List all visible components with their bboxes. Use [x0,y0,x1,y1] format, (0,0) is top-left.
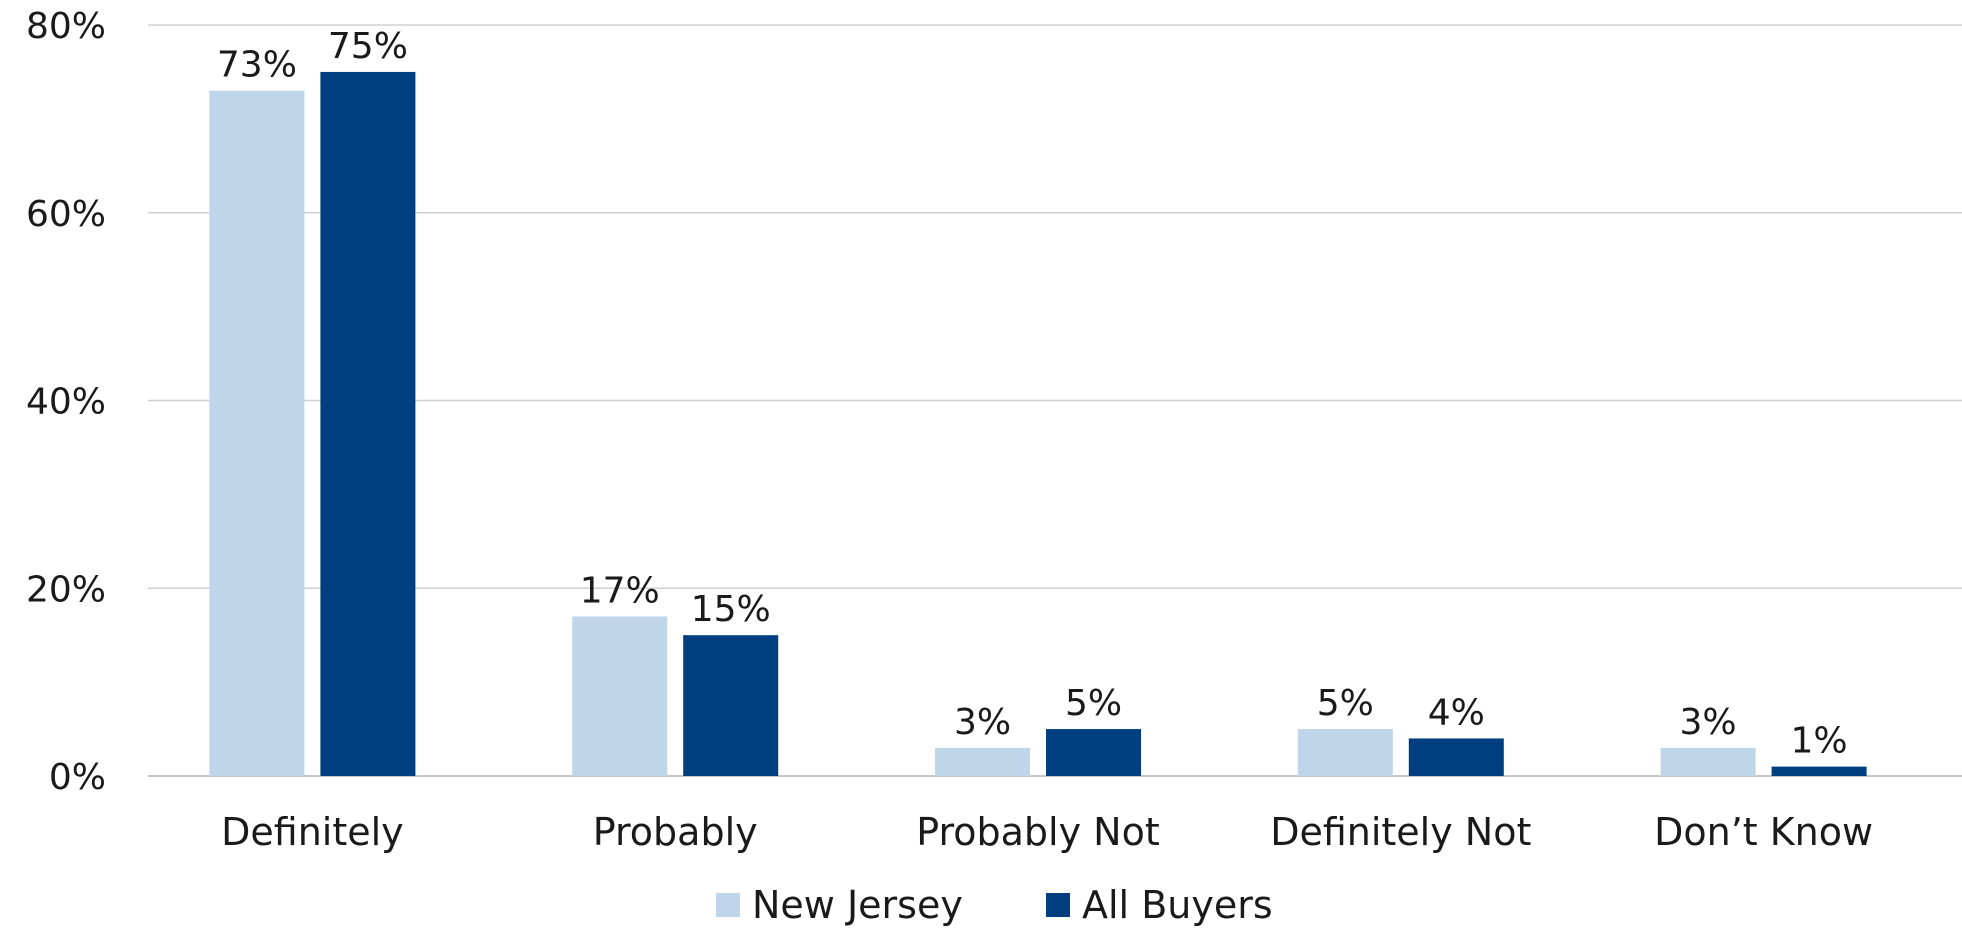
bar-all-buyers [320,71,416,776]
gridlines [148,24,1962,777]
bars [209,71,1867,776]
data-label: 3% [954,702,1011,743]
category-label: Don’t Know [1654,810,1873,854]
category-label: Definitely [221,810,404,854]
data-label: 15% [691,589,771,630]
legend-label: All Buyers [1082,883,1273,927]
bar-new-jersey [209,90,305,776]
y-axis-ticks: 0% 20% 40% 60% 80% [26,6,106,798]
x-axis-categories: Definitely Probably Probably Not Definitely… [221,810,1873,854]
bar-new-jersey [572,616,668,776]
y-tick-label: 40% [26,382,106,423]
y-tick-label: 20% [26,569,106,610]
y-tick-label: 60% [26,194,106,235]
data-label: 75% [328,26,408,67]
bar-new-jersey [1297,729,1393,776]
data-label: 4% [1428,692,1485,733]
data-label: 5% [1065,683,1122,724]
bar-new-jersey [1660,747,1756,776]
data-label: 73% [217,45,297,86]
legend-swatch [716,893,740,917]
category-label: Probably [593,810,758,854]
y-tick-label: 0% [49,757,106,798]
bar-all-buyers [683,635,779,776]
category-label: Definitely Not [1270,810,1531,854]
bar-new-jersey [935,747,1030,776]
legend-swatch [1046,893,1070,917]
bar-all-buyers [1771,766,1867,776]
data-label: 17% [580,570,660,611]
bar-all-buyers [1046,729,1141,776]
data-label: 3% [1680,702,1737,743]
y-tick-label: 80% [26,6,106,47]
data-label: 1% [1791,721,1848,762]
legend-label: New Jersey [752,883,963,927]
category-label: Probably Not [916,810,1160,854]
data-label: 5% [1317,683,1374,724]
legend: New Jersey All Buyers [716,883,1273,927]
data-labels: 73% 75% 17% 15% 3% 5% 5% 4% 3% 1% [217,26,1848,762]
bar-all-buyers [1408,738,1504,776]
